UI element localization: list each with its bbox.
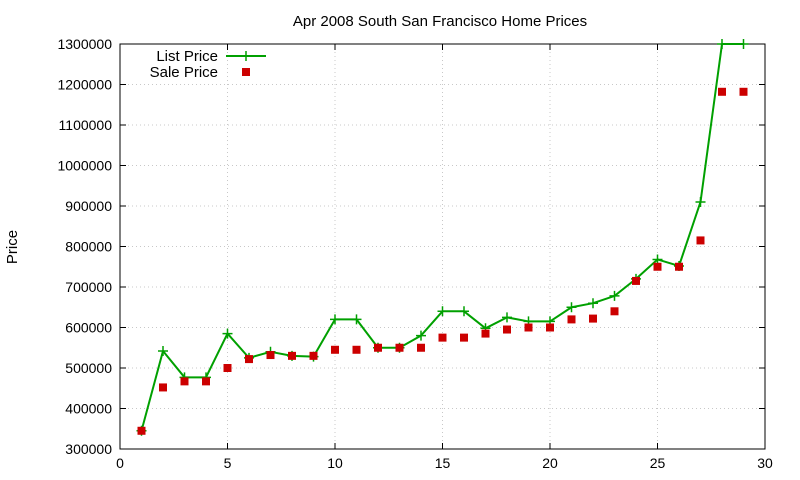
sale-price-point xyxy=(739,87,748,96)
legend-marker-list-price xyxy=(241,51,251,61)
sale-price-point xyxy=(675,262,683,271)
y-tick-label: 600000 xyxy=(65,320,112,336)
sale-price-point xyxy=(524,323,533,332)
sale-price-point xyxy=(159,383,167,392)
list-price-point xyxy=(459,306,469,317)
y-tick-label: 1100000 xyxy=(59,117,113,133)
sale-price-point xyxy=(266,351,275,360)
sale-price-point xyxy=(223,364,232,372)
y-tick-label: 700000 xyxy=(65,279,112,295)
y-tick-label: 1300000 xyxy=(57,36,112,52)
sale-price-point xyxy=(202,377,210,386)
chart-title: Apr 2008 South San Francisco Home Prices xyxy=(293,13,587,30)
sale-price-point xyxy=(546,323,554,332)
sale-price-point xyxy=(137,426,146,435)
list-price-point xyxy=(330,314,340,325)
x-tick-label: 15 xyxy=(435,455,451,471)
list-price-point xyxy=(609,290,620,301)
sale-price-point xyxy=(374,343,382,352)
y-tick-label: 900000 xyxy=(65,198,112,214)
sale-price-point xyxy=(460,333,468,342)
list-price-point xyxy=(588,298,598,309)
x-tick-label: 5 xyxy=(224,455,232,471)
x-tick-label: 25 xyxy=(650,455,666,471)
y-tick-label: 1200000 xyxy=(57,77,112,93)
list-price-point xyxy=(222,328,233,339)
list-price-point xyxy=(738,39,749,49)
x-tick-label: 0 xyxy=(116,455,124,471)
sale-price-point xyxy=(331,345,339,354)
legend: List Price Sale Price xyxy=(150,48,266,81)
y-tick-label: 500000 xyxy=(65,360,112,376)
x-tick-label: 20 xyxy=(542,455,558,471)
list-price-point xyxy=(502,312,512,323)
sale-price-point xyxy=(503,325,511,334)
sale-price-point xyxy=(352,345,361,354)
sale-price-point xyxy=(610,307,619,316)
sale-price-point xyxy=(481,329,490,338)
list-price-point xyxy=(437,306,448,317)
list-price-point xyxy=(416,330,426,341)
sale-price-point xyxy=(718,87,726,96)
sale-price-point xyxy=(438,333,447,342)
sale-price-point xyxy=(696,236,705,245)
legend-label-list-price: List Price xyxy=(156,48,218,65)
legend-label-sale-price: Sale Price xyxy=(150,64,218,81)
y-tick-label: 1000000 xyxy=(57,158,112,174)
sale-price-point xyxy=(288,351,296,360)
sale-price-point xyxy=(567,315,576,324)
list-price-point xyxy=(351,314,362,325)
x-tick-label: 30 xyxy=(757,455,773,471)
sale-price-point xyxy=(180,377,189,386)
y-axis-label: Price xyxy=(4,230,21,264)
list-price-point xyxy=(566,302,577,313)
list-price-point xyxy=(158,345,168,356)
y-tick-label: 800000 xyxy=(65,239,112,255)
sale-price-point xyxy=(632,276,640,285)
y-tick-label: 300000 xyxy=(65,441,112,457)
sale-price-point xyxy=(309,351,318,360)
sale-price-point xyxy=(417,343,425,352)
sale-price-point xyxy=(245,355,253,364)
series-layer xyxy=(136,39,749,436)
list-price-point xyxy=(695,196,706,207)
legend-marker-sale-price xyxy=(242,68,250,76)
x-tick-label: 10 xyxy=(327,455,343,471)
y-tick-label: 400000 xyxy=(65,401,112,417)
sale-price-point xyxy=(653,262,662,271)
sale-price-point xyxy=(395,343,404,352)
axes: 300000 400000 500000 600000 700000 800000 9000… xyxy=(57,36,773,471)
grid xyxy=(120,44,765,449)
plot-frame xyxy=(119,43,766,450)
sale-price-point xyxy=(589,314,597,323)
list-price-point xyxy=(717,39,727,49)
